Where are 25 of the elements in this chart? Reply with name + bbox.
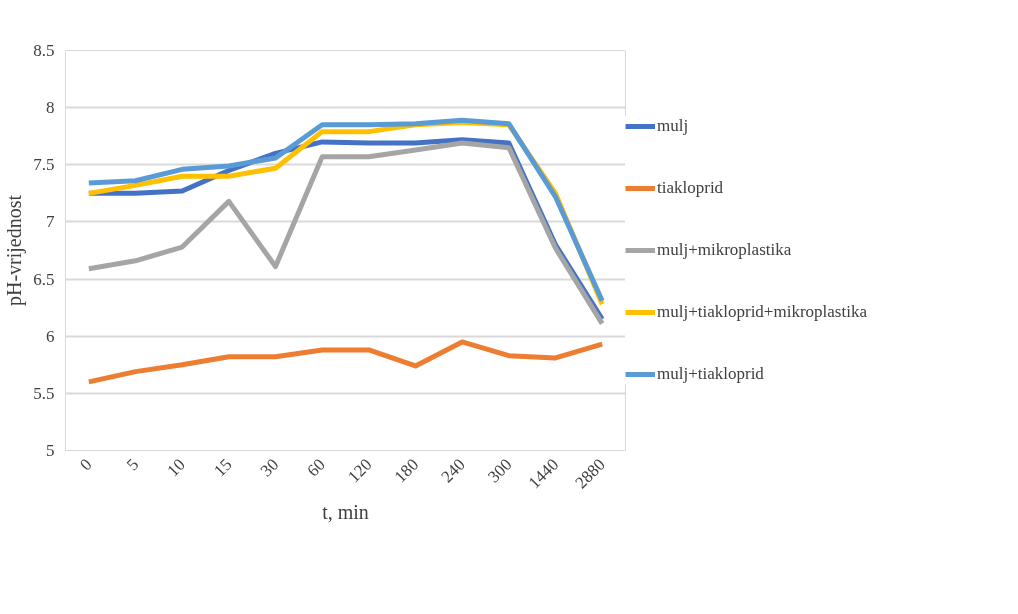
x-tick-label: 30	[256, 454, 283, 481]
y-tick-label: 5.5	[33, 383, 55, 403]
y-tick-label: 8	[46, 98, 55, 118]
x-axis-title: t, min	[322, 501, 369, 524]
legend-label: tiakloprid	[657, 178, 724, 198]
x-tick-label: 15	[210, 454, 236, 481]
y-tick-label: 8.5	[33, 41, 55, 60]
x-tick-label: 60	[303, 454, 329, 481]
x-tick-label: 5	[122, 454, 143, 475]
x-tick-label: 120	[344, 454, 376, 487]
y-tick-label: 6	[46, 326, 55, 346]
y-tick-label: 7	[46, 212, 55, 232]
y-axis-title: pH-vrijednost	[3, 194, 27, 307]
legend-label: mulj+tiakloprid	[657, 364, 764, 384]
y-tick-label: 6.5	[33, 269, 55, 289]
x-tick-label: 300	[484, 454, 516, 487]
x-tick-label: 10	[163, 454, 189, 481]
x-tick-label: 0	[76, 454, 96, 475]
y-tick-label: 7.5	[33, 155, 55, 175]
y-tick-label: 5	[46, 441, 55, 460]
legend-label: mulj+tiakloprid+mikroplastika	[657, 302, 867, 322]
legend-label: mulj	[657, 116, 689, 136]
x-tick-label: 240	[437, 454, 469, 487]
x-tick-label: 180	[390, 454, 423, 487]
legend-label: mulj+mikroplastika	[657, 240, 792, 260]
